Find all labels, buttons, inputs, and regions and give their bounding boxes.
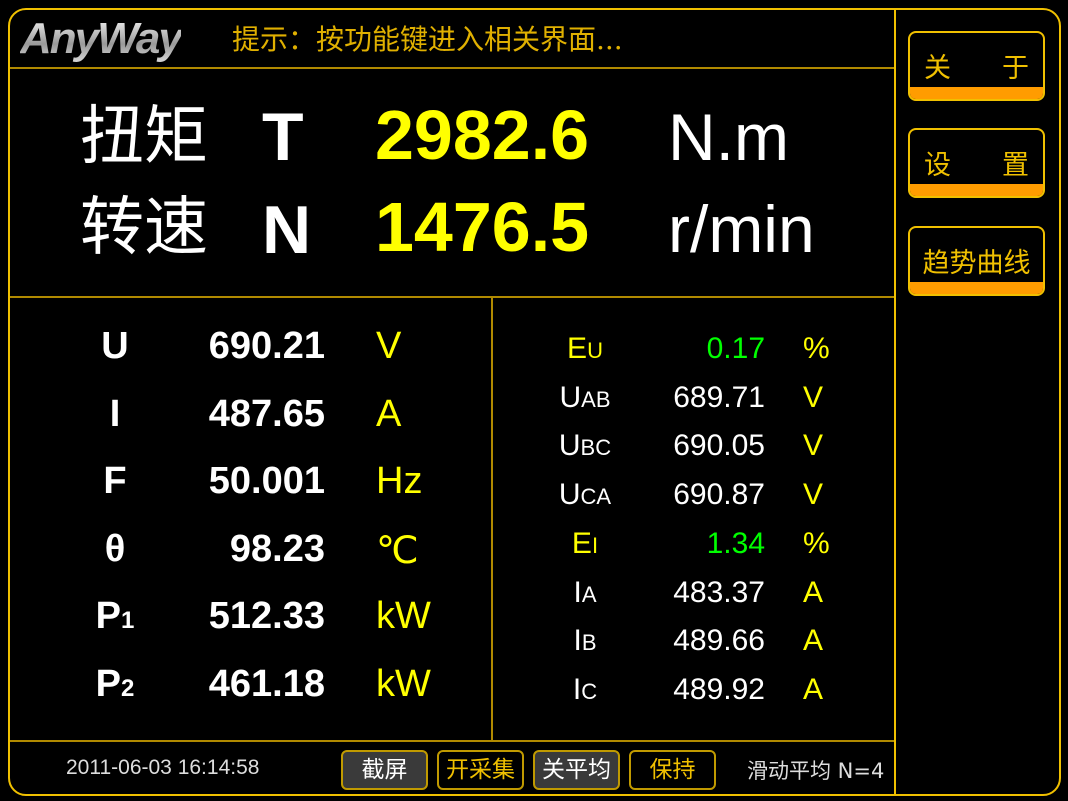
about-button[interactable]: 关 于 <box>908 31 1045 101</box>
unit: V <box>803 380 824 414</box>
value: 489.66 <box>673 624 765 658</box>
value: 487.65 <box>208 392 325 435</box>
settings-label: 置 <box>1002 150 1029 181</box>
start-acquire-button[interactable]: 开采集 <box>437 750 524 790</box>
value: 461.18 <box>208 662 325 705</box>
unit: % <box>803 332 830 365</box>
symbol: F <box>103 460 127 502</box>
speed-symbol: N <box>262 192 312 268</box>
trend-button[interactable]: 趋势曲线 <box>908 226 1045 296</box>
divider <box>491 297 493 741</box>
average-status: 滑动平均 N=4 <box>747 759 885 783</box>
measure-row: θ 98.23 ℃ <box>0 528 480 588</box>
value: 690.05 <box>673 429 765 463</box>
phase-row: EU 0.17% <box>500 332 890 376</box>
trend-label: 趋势曲线 <box>922 248 1031 279</box>
unit: V <box>376 325 402 367</box>
phase-row: UAB 689.71 V <box>500 381 890 425</box>
measure-row: P2 461.18 kW <box>0 663 480 723</box>
torque-unit: N.m <box>668 100 789 174</box>
hint-text: 提示：按功能键进入相关界面... <box>232 23 623 56</box>
button-bar <box>910 184 1043 196</box>
value: 512.33 <box>208 595 325 637</box>
logo: AnyWay <box>20 14 183 63</box>
unit: kW <box>376 595 431 637</box>
frame <box>8 8 1061 796</box>
value: 50.001 <box>208 460 325 502</box>
value: 483.37 <box>673 575 765 609</box>
symbol: P1 <box>95 595 135 637</box>
symbol: UCA <box>558 478 612 512</box>
settings-button[interactable]: 设 置 <box>908 128 1045 198</box>
phase-row: EI 1.34% <box>500 527 890 571</box>
divider <box>10 296 894 298</box>
value: 689.71 <box>673 380 765 414</box>
phase-row: UBC 690.05 V <box>500 429 890 473</box>
symbol: P2 <box>95 662 135 705</box>
value: 690.21 <box>208 325 325 367</box>
measure-row: U 690.21 V <box>0 325 480 385</box>
value: 0.17 <box>706 332 765 365</box>
phase-row: IC 489.92 A <box>500 673 890 717</box>
symbol: IA <box>573 575 597 609</box>
symbol: U <box>101 325 129 367</box>
torque-value: 2982.6 <box>375 96 590 174</box>
symbol: IC <box>572 672 598 706</box>
unit: A <box>376 392 402 435</box>
unit: A <box>803 672 824 706</box>
divider <box>894 10 896 794</box>
speed-value: 1476.5 <box>375 188 590 266</box>
value: 489.92 <box>673 672 765 706</box>
symbol: UAB <box>559 380 611 414</box>
symbol: IB <box>573 624 597 658</box>
unit: % <box>803 526 830 560</box>
about-label: 关 <box>924 53 951 84</box>
value: 98.23 <box>229 527 325 570</box>
measure-row: I 487.65 A <box>0 393 480 453</box>
unit: Hz <box>376 460 423 502</box>
average-off-button[interactable]: 关平均 <box>533 750 620 790</box>
speed-unit: r/min <box>668 192 815 266</box>
unit: A <box>803 624 824 658</box>
unit: A <box>803 575 824 609</box>
unit: V <box>803 429 824 463</box>
about-label: 于 <box>1002 53 1029 84</box>
symbol: UBC <box>558 429 612 463</box>
unit: kW <box>376 662 431 705</box>
torque-symbol: T <box>262 99 304 175</box>
symbol: EU <box>567 332 603 365</box>
phase-row: IB 489.66 A <box>500 624 890 668</box>
button-bar <box>910 87 1043 99</box>
measure-row: P1 512.33 kW <box>0 595 480 655</box>
measure-row: F 50.001 Hz <box>0 460 480 520</box>
symbol: EI <box>571 526 599 560</box>
unit: V <box>803 478 824 512</box>
phase-row: UCA 690.87 V <box>500 478 890 522</box>
settings-label: 设 <box>924 150 951 181</box>
button-bar <box>910 282 1043 294</box>
value: 690.87 <box>673 478 765 512</box>
speed-label: 转速 <box>80 191 208 265</box>
divider <box>10 67 894 69</box>
divider <box>10 740 894 742</box>
symbol: θ <box>104 527 126 570</box>
timestamp: 2011-06-03 16:14:58 <box>66 756 260 779</box>
symbol: I <box>109 392 121 435</box>
value: 1.34 <box>706 526 765 560</box>
torque-label: 扭矩 <box>80 100 208 174</box>
screenshot-button[interactable]: 截屏 <box>341 750 428 790</box>
hold-button[interactable]: 保持 <box>629 750 716 790</box>
phase-row: IA 483.37 A <box>500 576 890 620</box>
unit: ℃ <box>376 529 419 572</box>
